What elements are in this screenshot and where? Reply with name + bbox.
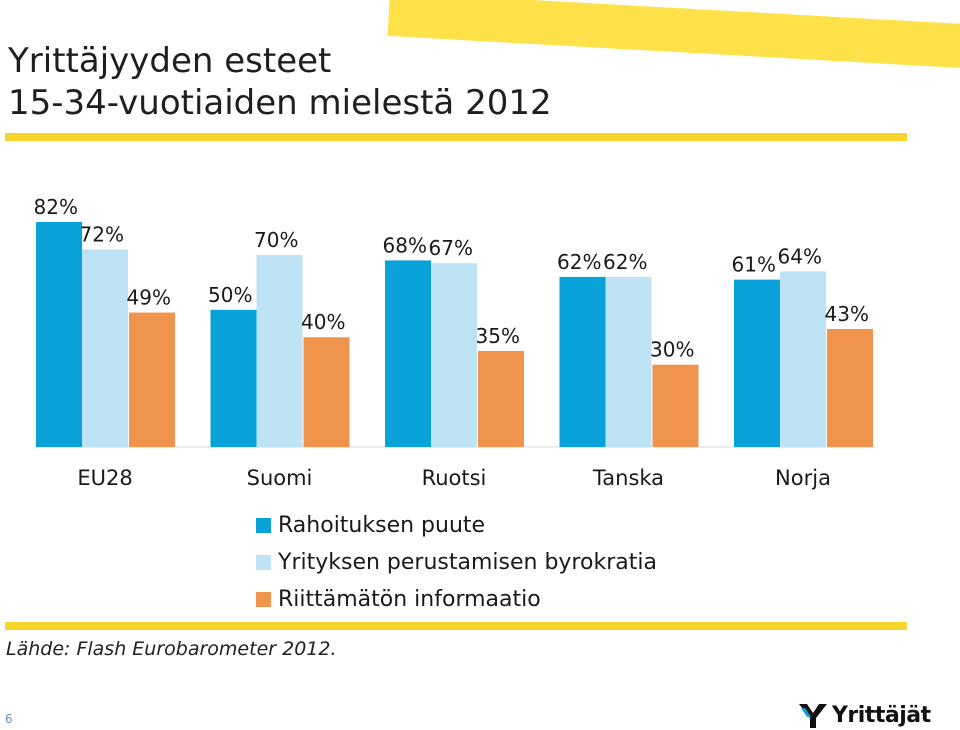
category-label-suomi: Suomi [247,466,313,490]
category-label-norja: Norja [775,466,831,490]
data-label-suomi-series-3: 40% [301,310,345,334]
yrittajat-logo-icon [799,704,827,728]
logo-text: Yrittäjät [832,702,931,728]
data-label-eu28-series-3: 49% [127,286,171,310]
data-label-ruotsi-series-3: 35% [476,324,520,348]
data-label-suomi-series-2: 70% [254,228,298,252]
legend-label-byrokratia: Yrityksen perustamisen byrokratia [278,550,657,575]
legend-swatch-informaatio [256,592,271,607]
legend-swatch-rahoitus [256,518,271,533]
bar-tanska-series-2 [605,276,652,447]
data-label-tanska-series-3: 30% [650,338,694,362]
bar-norja-series-1 [734,279,780,447]
bar-ruotsi-series-3 [478,350,524,447]
data-label-ruotsi-series-1: 68% [383,233,427,257]
legend-label-informaatio: Riittämätön informaatio [278,587,541,612]
data-label-norja-series-1: 61% [732,253,776,277]
data-label-norja-series-3: 43% [825,302,869,326]
legend-item-informaatio: Riittämätön informaatio [256,581,657,618]
data-label-eu28-series-1: 82% [34,195,78,219]
title-line-1: Yrittäjyyden esteet [8,41,332,81]
bar-ruotsi-series-2 [431,263,477,447]
chart-legend: Rahoituksen puute Yrityksen perustamisen… [256,507,657,618]
category-label-tanska: Tanska [592,466,664,490]
legend-item-byrokratia: Yrityksen perustamisen byrokratia [256,544,657,581]
data-label-tanska-series-2: 62% [603,250,647,274]
bar-tanska-series-3 [652,364,699,447]
title-line-2: 15-34-vuotiaiden mielestä 2012 [8,83,552,123]
category-label-eu28: EU28 [77,466,132,490]
data-label-ruotsi-series-2: 67% [429,236,473,260]
bar-eu28-series-2 [82,249,128,447]
data-label-eu28-series-2: 72% [80,222,124,246]
category-label-ruotsi: Ruotsi [422,466,487,490]
legend-item-rahoitus: Rahoituksen puute [256,507,657,544]
bar-norja-series-3 [827,329,873,447]
data-label-suomi-series-1: 50% [208,283,252,307]
bar-norja-series-2 [780,271,826,447]
bar-chart: 82%72% 49% EU28 50% 70% 40% Suomi 68% 67% 35% Ruot… [34,195,875,490]
yrittajat-logo: Yrittäjät [798,700,931,730]
bottom-divider [5,622,907,630]
bar-suomi-series-1 [210,309,257,447]
legend-swatch-byrokratia [256,555,271,570]
bar-suomi-series-2 [256,254,303,447]
bar-suomi-series-3 [303,337,350,447]
top-divider [5,133,907,141]
bar-ruotsi-series-1 [385,260,431,447]
bar-eu28-series-3 [129,312,175,447]
bar-eu28-series-1 [36,222,82,447]
data-label-tanska-series-1: 62% [557,250,601,274]
data-label-norja-series-2: 64% [778,244,822,268]
page-number: 6 [5,712,13,726]
slide-title: Yrittäjyyden esteet 15-34-vuotiaiden mie… [8,40,552,124]
bar-tanska-series-1 [559,276,606,447]
source-note: Lähde: Flash Eurobarometer 2012. [6,638,337,660]
legend-label-rahoitus: Rahoituksen puute [278,513,486,538]
